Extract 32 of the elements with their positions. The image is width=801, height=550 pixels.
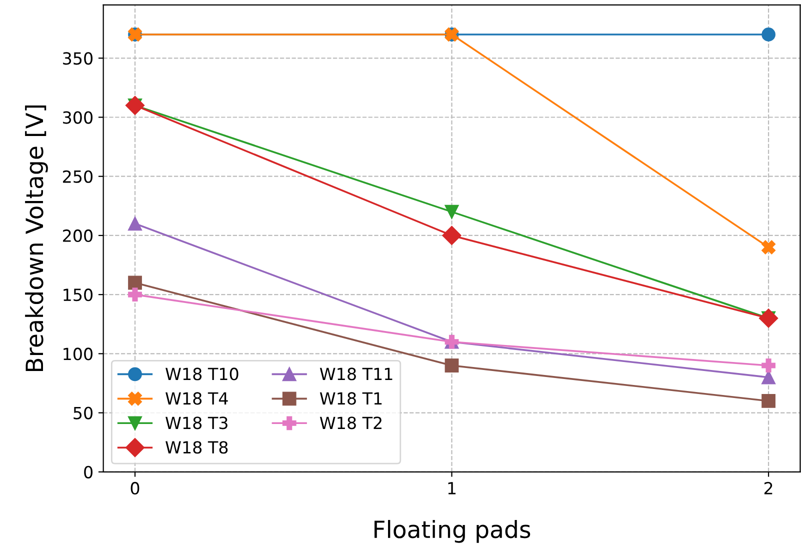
y-tick-label: 150 xyxy=(64,288,92,302)
y-tick-label: 0 xyxy=(84,466,92,478)
legend-label: W18 T1 xyxy=(320,392,382,405)
y-tick-label: 200 xyxy=(63,229,92,242)
point xyxy=(442,226,462,246)
legend-label: W18 T4 xyxy=(166,392,228,405)
point xyxy=(444,358,459,372)
legend-label: W18 T2 xyxy=(320,416,382,430)
y-tick-label: 50 xyxy=(74,406,92,420)
y-tick-label: 250 xyxy=(63,170,92,183)
legend-label: W18 T8 xyxy=(166,441,228,454)
legend-label: W18 T11 xyxy=(320,368,392,380)
x-axis-title: Floating pads xyxy=(374,520,530,543)
y-axis-title: Breakdown Voltage [V] xyxy=(25,106,48,372)
point xyxy=(128,276,142,290)
point xyxy=(758,308,778,328)
point xyxy=(762,394,776,408)
point xyxy=(444,204,459,219)
x-tick-label: 2 xyxy=(764,482,772,494)
y-tick-label: 300 xyxy=(63,111,92,124)
legend-label: W18 T10 xyxy=(166,368,238,380)
point xyxy=(762,240,776,254)
point xyxy=(128,216,142,231)
point xyxy=(762,358,776,372)
point xyxy=(128,288,142,302)
x-tick-label: 1 xyxy=(448,482,456,494)
point xyxy=(762,28,776,42)
legend-label: W18 T3 xyxy=(166,416,228,430)
x-tick-label: 0 xyxy=(130,482,140,495)
point xyxy=(125,96,145,115)
y-tick-label: 350 xyxy=(63,52,92,65)
y-tick-label: 100 xyxy=(64,348,92,360)
